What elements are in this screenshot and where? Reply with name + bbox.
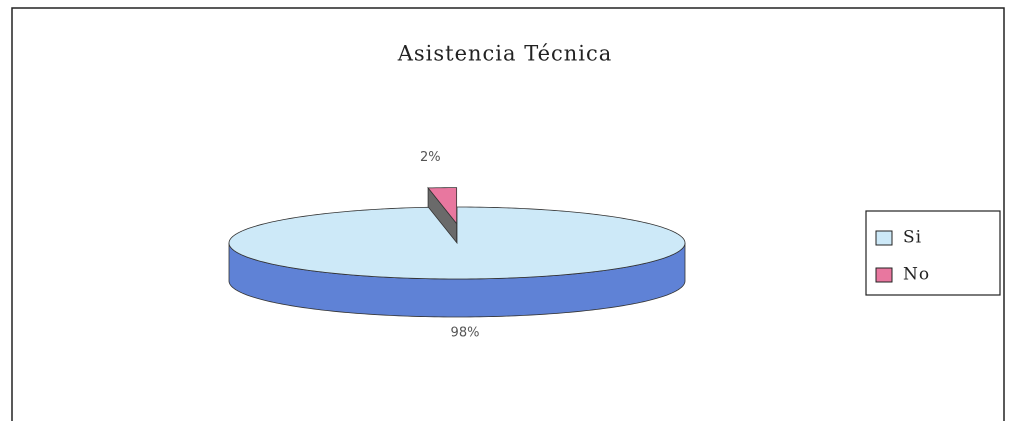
data-label: 2%	[420, 150, 441, 165]
legend-label: Si	[903, 228, 922, 248]
legend-swatch	[875, 230, 893, 246]
pie-slice	[427, 187, 458, 225]
legend-label: No	[903, 265, 930, 285]
chart-title: Asistencia Técnica	[397, 42, 613, 66]
data-label: 98%	[451, 326, 480, 341]
pie-slice	[228, 206, 686, 280]
legend-swatch	[875, 267, 893, 283]
